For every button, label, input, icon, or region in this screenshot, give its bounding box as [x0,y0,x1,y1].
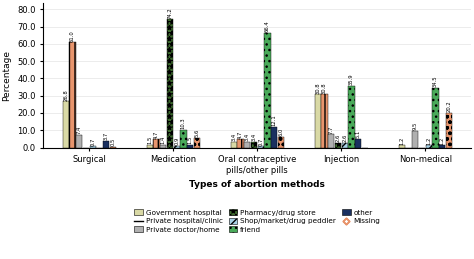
Text: 30.8: 30.8 [315,82,320,94]
Text: 3.7: 3.7 [104,132,109,140]
Bar [257,146,264,148]
Bar [154,139,160,148]
Bar [244,142,250,148]
Text: 7.7: 7.7 [329,125,334,134]
Bar [194,138,200,148]
Text: 3.4: 3.4 [231,133,237,141]
Text: 0.7: 0.7 [258,137,263,146]
Bar [439,146,445,148]
Legend: Government hospital, Private hospital/clinic, Private doctor/home, Pharmacy/drug: Government hospital, Private hospital/cl… [131,206,383,236]
Bar [103,141,109,148]
Text: 2.6: 2.6 [342,134,347,142]
X-axis label: Types of abortion methods: Types of abortion methods [190,180,325,189]
Bar [399,146,405,148]
Bar [446,113,452,148]
Text: 1.2: 1.2 [440,136,445,145]
Bar [432,88,438,148]
Bar [167,19,173,148]
Text: 30.8: 30.8 [322,82,327,94]
Bar [146,145,153,148]
Text: 3.4: 3.4 [252,133,256,141]
Text: 20.2: 20.2 [447,100,451,112]
Bar [173,146,180,148]
Text: 0.7: 0.7 [90,137,95,146]
Text: 6.0: 6.0 [278,128,283,136]
Text: 61.0: 61.0 [70,30,75,41]
Bar [69,42,76,148]
Bar [321,94,328,148]
Text: 26.8: 26.8 [64,89,68,100]
Bar [264,33,271,148]
Text: 2.6: 2.6 [336,134,340,142]
Text: 0.5: 0.5 [110,138,115,146]
Text: 66.4: 66.4 [265,20,270,32]
Text: 1.4: 1.4 [161,136,166,145]
Bar [180,130,187,148]
Bar [271,127,277,148]
Text: 5.6: 5.6 [194,129,200,137]
Bar [348,85,355,148]
Text: 3.4: 3.4 [245,133,250,141]
Bar [412,131,419,148]
Bar [63,101,69,148]
Bar [315,94,321,148]
Text: 34.5: 34.5 [433,76,438,87]
Bar [187,145,193,148]
Bar [278,137,284,148]
Text: 4.7: 4.7 [238,130,243,139]
Text: 10.3: 10.3 [181,117,186,129]
Text: 1.2: 1.2 [426,136,431,145]
Bar [76,135,82,148]
Text: 9.5: 9.5 [413,122,418,131]
Text: 5.1: 5.1 [356,130,361,138]
Bar [426,146,432,148]
Text: 1.5: 1.5 [147,136,152,144]
Text: 4.7: 4.7 [154,130,159,139]
Text: 35.9: 35.9 [349,73,354,85]
Bar [237,139,244,148]
Y-axis label: Percentage: Percentage [2,49,11,100]
Text: 12.1: 12.1 [272,114,277,126]
Bar [160,145,166,148]
Bar [251,142,257,148]
Text: 74.2: 74.2 [167,7,173,19]
Text: 7.4: 7.4 [77,126,82,134]
Bar [90,146,96,148]
Bar [342,143,348,148]
Bar [355,139,361,148]
Text: 1.5: 1.5 [188,136,192,144]
Bar [109,147,116,148]
Text: 1.2: 1.2 [399,136,404,145]
Bar [335,143,341,148]
Bar [328,134,335,148]
Text: 0.9: 0.9 [174,137,179,145]
Bar [231,142,237,148]
